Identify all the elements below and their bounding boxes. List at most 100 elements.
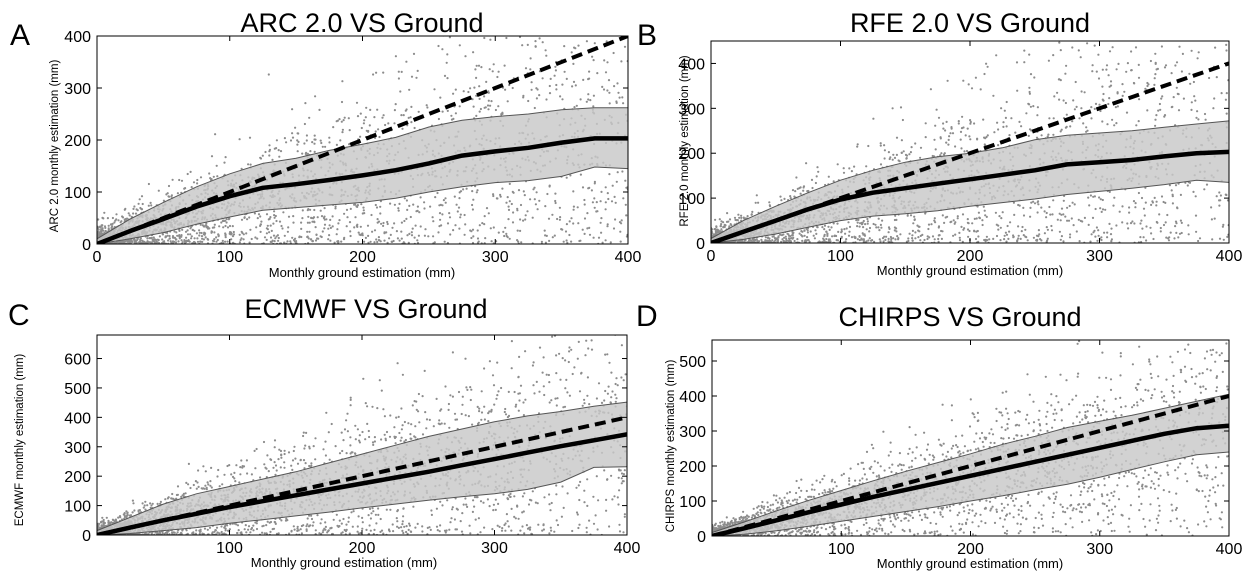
scatter-point bbox=[178, 237, 181, 240]
scatter-point bbox=[1215, 21, 1217, 23]
scatter-point bbox=[259, 230, 262, 233]
scatter-point bbox=[1100, 210, 1103, 213]
scatter-point bbox=[888, 227, 891, 230]
scatter-point bbox=[397, 70, 400, 73]
scatter-point bbox=[1002, 125, 1005, 128]
scatter-point bbox=[310, 238, 313, 241]
scatter-point bbox=[405, 217, 408, 220]
scatter-point bbox=[187, 239, 190, 242]
scatter-point bbox=[816, 225, 819, 229]
scatter-point bbox=[445, 61, 448, 64]
scatter-point bbox=[232, 233, 236, 236]
scatter-point bbox=[1048, 117, 1051, 120]
scatter-point bbox=[1145, 239, 1148, 242]
y-tick-label: 100 bbox=[64, 185, 91, 202]
scatter-point bbox=[844, 232, 847, 235]
scatter-point bbox=[309, 150, 312, 153]
scatter-point bbox=[1175, 61, 1179, 64]
scatter-point bbox=[1194, 195, 1197, 198]
scatter-point bbox=[387, 122, 390, 125]
scatter-point bbox=[1004, 231, 1008, 234]
scatter-point bbox=[783, 236, 786, 239]
scatter-point bbox=[483, 36, 486, 40]
scatter-point bbox=[926, 237, 929, 241]
scatter-point bbox=[423, 201, 426, 204]
scatter-point bbox=[974, 237, 978, 241]
scatter-point bbox=[1060, 213, 1063, 216]
scatter-point bbox=[1113, 124, 1116, 127]
scatter-point bbox=[487, 99, 490, 102]
scatter-point bbox=[561, 228, 564, 231]
scatter-point bbox=[618, 20, 620, 22]
scatter-point bbox=[296, 139, 299, 142]
scatter-point bbox=[272, 222, 275, 225]
scatter-point bbox=[816, 166, 819, 169]
scatter-point bbox=[168, 195, 171, 198]
scatter-point bbox=[924, 136, 927, 139]
scatter-point bbox=[738, 216, 741, 219]
scatter-point bbox=[492, 226, 495, 229]
scatter-point bbox=[1109, 1, 1111, 3]
scatter-point bbox=[714, 218, 717, 221]
scatter-point bbox=[212, 175, 215, 178]
scatter-point bbox=[104, 229, 107, 233]
scatter-point bbox=[570, 240, 573, 243]
scatter-point bbox=[309, 208, 312, 211]
scatter-point bbox=[467, 90, 470, 94]
scatter-point bbox=[311, 141, 314, 144]
scatter-point bbox=[215, 164, 218, 167]
scatter-point bbox=[410, 121, 413, 124]
scatter-point bbox=[427, 235, 430, 238]
scatter-point bbox=[277, 149, 280, 152]
scatter-point bbox=[476, 241, 480, 244]
scatter-point bbox=[1097, 53, 1100, 56]
scatter-point bbox=[328, 224, 331, 227]
scatter-point bbox=[395, 230, 398, 233]
scatter-point bbox=[113, 221, 116, 224]
scatter-point bbox=[248, 136, 252, 139]
scatter-point bbox=[977, 211, 981, 214]
scatter-point bbox=[1198, 0, 1200, 2]
scatter-point bbox=[382, 71, 385, 74]
scatter-point bbox=[844, 240, 847, 243]
scatter-point bbox=[516, 207, 519, 210]
scatter-point bbox=[1079, 56, 1082, 59]
scatter-point bbox=[318, 108, 321, 111]
scatter-point bbox=[369, 240, 372, 243]
scatter-point bbox=[544, 205, 547, 208]
scatter-point bbox=[347, 117, 350, 120]
scatter-point bbox=[992, 94, 995, 97]
scatter-point bbox=[952, 219, 955, 222]
scatter-point bbox=[153, 238, 156, 241]
scatter-point bbox=[507, 218, 510, 221]
scatter-point bbox=[485, 207, 489, 210]
scatter-point bbox=[317, 237, 320, 240]
scatter-point bbox=[1060, 128, 1063, 131]
scatter-point bbox=[558, 206, 562, 209]
scatter-point bbox=[345, 208, 349, 211]
scatter-point bbox=[392, 239, 395, 243]
scatter-point bbox=[1107, 102, 1110, 106]
scatter-point bbox=[879, 144, 882, 147]
scatter-point bbox=[1090, 117, 1093, 120]
scatter-point bbox=[541, 41, 544, 44]
scatter-point bbox=[142, 241, 146, 244]
scatter-point bbox=[966, 218, 969, 221]
scatter-point bbox=[533, 15, 535, 17]
scatter-point bbox=[335, 233, 338, 236]
scatter-point bbox=[471, 228, 475, 231]
scatter-point bbox=[454, 112, 457, 115]
scatter-point bbox=[1163, 66, 1167, 69]
scatter-point bbox=[1071, 120, 1074, 123]
scatter-point bbox=[321, 145, 324, 148]
scatter-point bbox=[1033, 202, 1037, 205]
scatter-point bbox=[756, 240, 759, 243]
scatter-point bbox=[208, 227, 211, 230]
scatter-point bbox=[1135, 35, 1137, 37]
scatter-point bbox=[826, 233, 829, 236]
scatter-point bbox=[554, 69, 558, 72]
scatter-point bbox=[1091, 64, 1094, 67]
scatter-point bbox=[128, 214, 131, 217]
scatter-point bbox=[300, 235, 303, 239]
scatter-point bbox=[196, 178, 199, 182]
